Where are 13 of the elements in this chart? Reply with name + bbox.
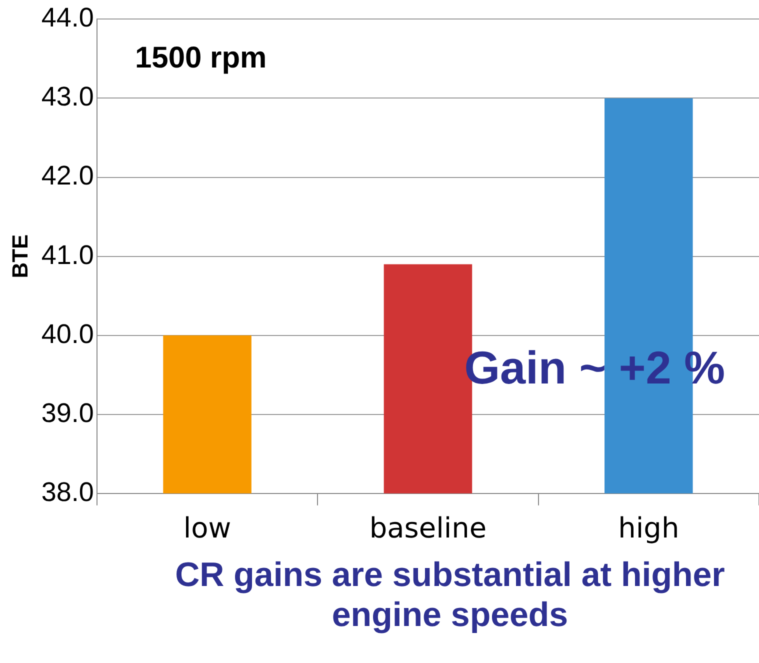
text: CR gains are substantial at higher engine speeds	[174, 555, 726, 635]
y-tick-label: 38.0	[41, 476, 94, 507]
text: 1500 rpm	[134, 41, 267, 74]
y-tick-label: 39.0	[41, 398, 94, 428]
x-tick-label: low	[183, 511, 232, 544]
y-tick-label: 44.0	[41, 2, 94, 33]
y-tick-label: 42.0	[41, 160, 94, 191]
y-tick-label: 40.0	[41, 318, 94, 349]
y-tick-label: 43.0	[41, 82, 94, 112]
x-tick-label: high	[618, 511, 680, 544]
x-tick-label: baseline	[369, 511, 487, 544]
y-axis-title: BTE	[7, 234, 32, 278]
y-tick-label: 41.0	[41, 240, 94, 270]
